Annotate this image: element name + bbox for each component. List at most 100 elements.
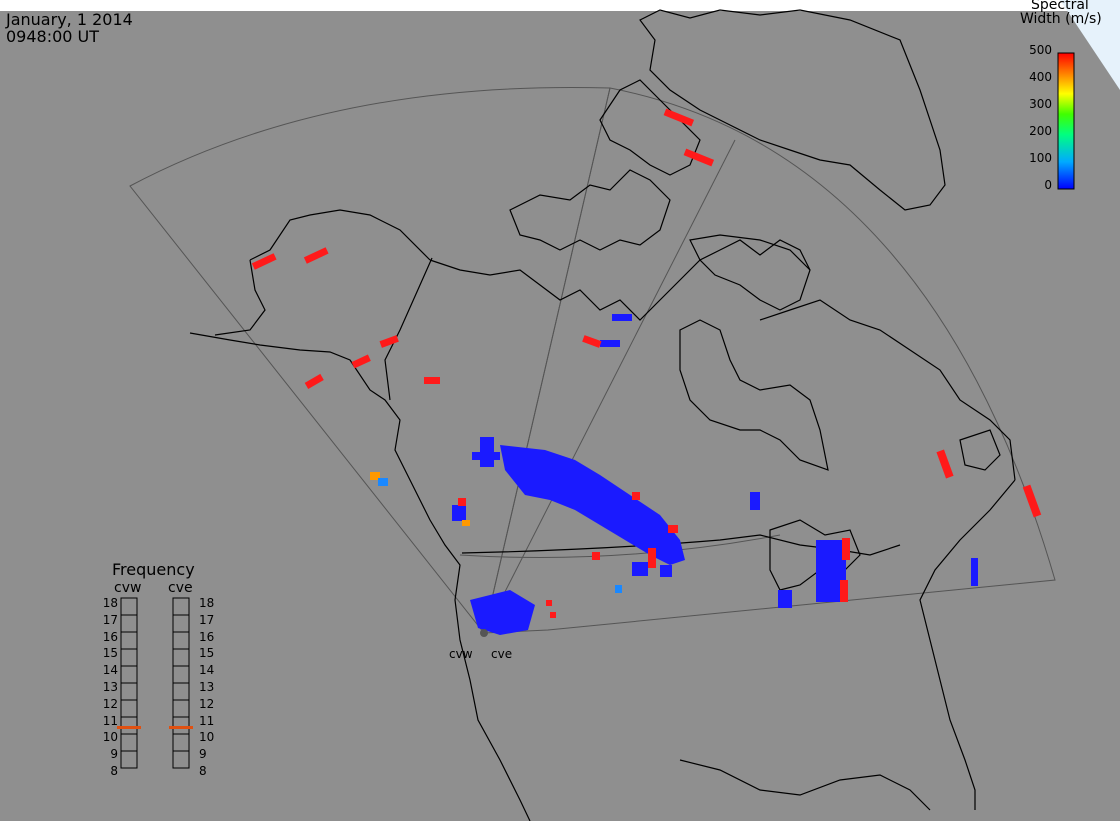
- frequency-title: Frequency: [112, 560, 195, 579]
- colorbar-tick: 0: [1044, 178, 1052, 192]
- freq-scale-right: 11: [199, 713, 215, 728]
- colorbar-title-line1: Spectral: [1031, 0, 1089, 13]
- echo-near-site: [470, 590, 535, 635]
- freq-scale-left: 18: [102, 596, 118, 610]
- echo-lakes-2: [778, 590, 792, 608]
- echo-patch: [660, 565, 672, 577]
- freq-scale-left: 13: [102, 680, 118, 694]
- echoes-mid: [370, 472, 622, 593]
- colorbar-tick: 400: [1029, 70, 1052, 84]
- echo-orange: [462, 520, 470, 526]
- fov-center-line: [483, 139, 736, 634]
- echo-red: [251, 253, 277, 270]
- echo-cyan: [615, 585, 622, 593]
- echo-patch: [971, 558, 978, 586]
- freq-scale-right: 13: [199, 680, 215, 694]
- echo-red: [840, 580, 848, 602]
- site-label-cve: cve: [491, 647, 513, 661]
- colorbar-title-line2: Width (m/s): [1020, 11, 1102, 27]
- freq-scale-right: 18: [199, 596, 215, 610]
- alaska-west: [214, 259, 266, 336]
- arctic-islands: [509, 169, 671, 251]
- labrador: [759, 299, 1016, 481]
- echo-patch: [472, 452, 500, 460]
- colorbar: [1057, 52, 1075, 190]
- freq-radar-cvw: cvw: [114, 580, 142, 596]
- freq-scale-left: 11: [102, 713, 118, 728]
- date-label: January, 1 2014: [6, 10, 133, 29]
- echo-red: [936, 449, 954, 479]
- arctic-coast: [429, 239, 811, 321]
- colorbar-tick: 100: [1029, 151, 1052, 165]
- freq-scale-left: 15: [102, 646, 118, 661]
- echo-red: [683, 148, 715, 167]
- freq-scale-right: 15: [199, 646, 215, 661]
- colorbar-tick: 500: [1029, 43, 1052, 57]
- echo-red: [424, 377, 440, 384]
- site-label-cvw: cvw: [449, 647, 473, 661]
- echo-red: [379, 335, 399, 348]
- echo-red: [668, 525, 678, 533]
- alaska-border: [384, 257, 433, 401]
- echo-cyan: [378, 478, 388, 486]
- freq-scale-right: 9: [199, 747, 207, 762]
- coastlines: [189, 9, 1016, 821]
- echo-red: [550, 612, 556, 618]
- freq-scale-left: 17: [102, 612, 118, 627]
- echo-red: [458, 498, 466, 506]
- colorbar-tick: 200: [1029, 124, 1052, 138]
- newfoundland: [959, 429, 1001, 471]
- echo-patch: [600, 340, 620, 347]
- us-canada-border: [461, 534, 901, 556]
- echoes-high: [251, 108, 1042, 618]
- echo-patch: [452, 505, 466, 521]
- echo-red: [1022, 484, 1042, 518]
- baffin: [689, 234, 811, 311]
- echo-red: [304, 373, 324, 389]
- echo-patch: [750, 492, 760, 510]
- echo-red: [663, 108, 695, 127]
- freq-grid-cve: [173, 614, 189, 752]
- echoes-low: [452, 314, 978, 635]
- freq-scale-left: 12: [102, 696, 118, 711]
- atlantic-coast: [919, 479, 1016, 810]
- echo-red: [632, 492, 640, 500]
- freq-radar-cve: cve: [168, 580, 193, 596]
- freq-grid-cvw: [121, 614, 137, 752]
- radar-site-marker: [480, 629, 488, 637]
- freq-scale-left: 14: [102, 663, 118, 678]
- frequency-boxes: [120, 597, 190, 769]
- time-label: 0948:00 UT: [6, 27, 100, 46]
- echo-orange: [370, 472, 380, 480]
- freq-scale-right: 8: [199, 764, 207, 778]
- freq-scale-right: 14: [199, 663, 215, 678]
- echo-red: [303, 247, 329, 264]
- freq-scale-right: 12: [199, 696, 215, 711]
- freq-scale-left: 10: [102, 730, 118, 745]
- echo-red: [842, 538, 850, 560]
- fov-outlines: [129, 86, 1056, 635]
- fov-cve: [483, 87, 1056, 634]
- echo-red: [351, 354, 371, 369]
- alaska-coast: [189, 332, 531, 821]
- echo-patch: [612, 314, 632, 321]
- greenland-coast: [639, 9, 946, 211]
- echo-red: [582, 335, 602, 348]
- fov-range-arc: [459, 534, 781, 558]
- colorbar-tick: 300: [1029, 97, 1052, 111]
- fov-cvw: [129, 86, 611, 635]
- freq-scale-right: 16: [199, 629, 215, 644]
- freq-scale-left: 9: [110, 747, 118, 762]
- echo-red: [648, 548, 656, 568]
- echo-red: [592, 552, 600, 560]
- freq-marker-cve: [169, 726, 193, 729]
- top-margin: [0, 0, 1120, 11]
- freq-scale-left: 16: [102, 629, 118, 644]
- gulf-coast: [679, 759, 931, 811]
- echo-patch: [632, 562, 648, 576]
- freq-scale-right: 10: [199, 730, 215, 745]
- hudson-bay: [679, 319, 829, 471]
- ellesmere: [599, 79, 701, 176]
- freq-scale-left: 8: [110, 764, 118, 778]
